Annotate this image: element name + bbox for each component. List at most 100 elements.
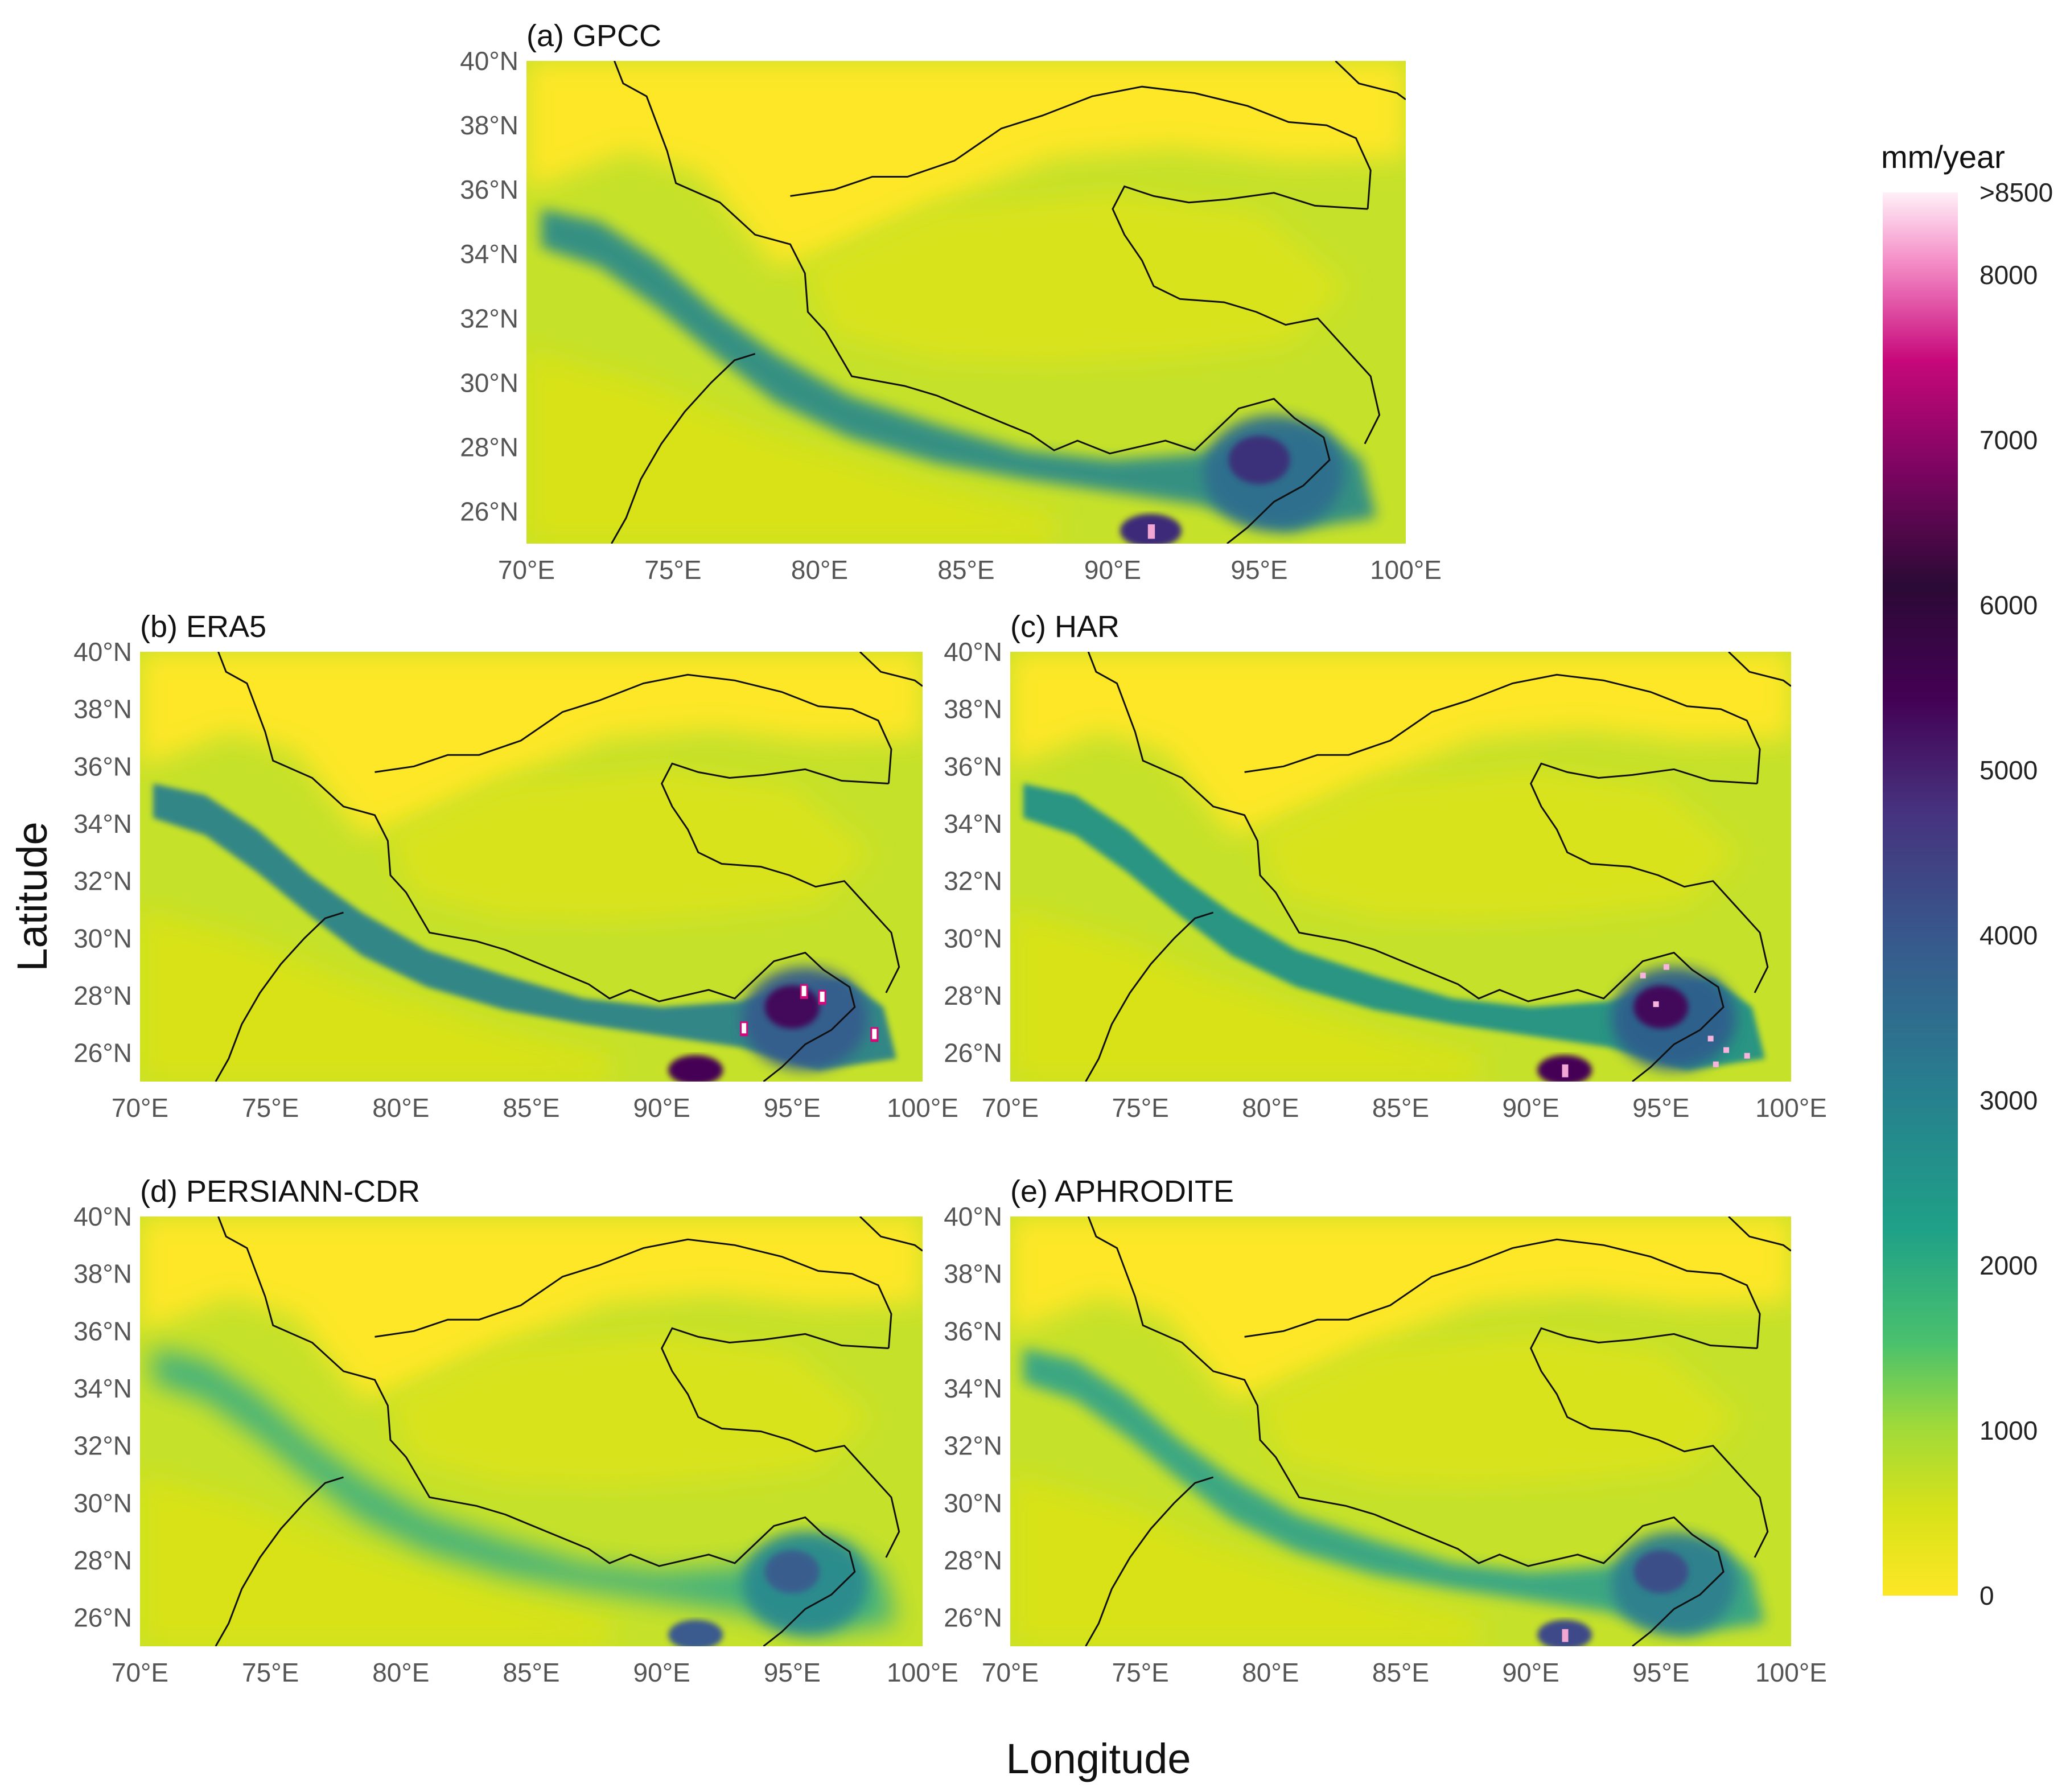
boundary-line [790,85,1372,209]
boundary-line [1335,61,1406,101]
legend-tick-label: 0 [1979,1581,1994,1610]
lat-tick-label: 30°N [73,923,132,953]
lon-tick-label: 100°E [1370,555,1442,585]
lon-tick-label: 95°E [764,1093,821,1123]
boundary-line [1728,1216,1791,1252]
lat-tick-label: 32°N [944,866,1002,896]
lat-tick-label: 32°N [944,1431,1002,1461]
precip-field-b [140,652,923,1082]
wet-spot-core-b-0 [742,1023,747,1034]
boundary-line [1087,1216,1725,1646]
lon-tick-label: 95°E [1632,1093,1689,1123]
precip-field-d [140,1216,923,1646]
lat-tick-label: 36°N [73,751,132,781]
lon-tick-label: 75°E [1112,1658,1169,1687]
lon-tick-label: 90°E [1503,1658,1559,1687]
wet-spot-c-5 [1713,1061,1719,1067]
panel-title-b: (b) ERA5 [140,610,266,644]
lat-tick-label: 26°N [460,496,518,526]
lon-tick-label: 75°E [242,1093,299,1123]
wet-spot-c-1 [1663,964,1669,970]
lat-tick-label: 40°N [944,1202,1002,1231]
boundary-line [1112,185,1381,445]
boundary-line [661,762,900,993]
lat-tick-label: 38°N [73,1259,132,1289]
wet-spot-core-b-1 [801,985,806,996]
lat-tick-label: 32°N [73,866,132,896]
boundary-line [215,911,344,1082]
lat-tick-label: 26°N [73,1038,132,1068]
panel-title-a: (a) GPCC [526,19,661,53]
wet-spot-c-6 [1744,1053,1750,1059]
lon-tick-label: 85°E [1372,1093,1429,1123]
legend-tick-label: 8000 [1979,260,2038,290]
boundary-line [859,1216,923,1252]
lon-tick-label: 75°E [242,1658,299,1687]
x-axis-title: Longitude [1006,1735,1191,1782]
lon-tick-label: 100°E [887,1093,958,1123]
boundary-line [661,1327,900,1558]
lon-tick-label: 85°E [503,1093,559,1123]
lat-tick-label: 28°N [73,1546,132,1575]
legend-tick-label: 5000 [1979,755,2038,785]
boundary-line [1244,673,1761,784]
boundary-line [614,61,1331,544]
lon-tick-label: 90°E [1503,1093,1559,1123]
map-panel-a: (a) GPCC 70°E 75°E 80°E 85°E 90°E 95°E 100°E 40°… [460,19,1442,585]
lat-tick-label: 28°N [460,432,518,462]
precip-field-c [1010,652,1791,1082]
wet-spot-core-b-3 [872,1029,877,1039]
lon-tick-label: 80°E [791,555,848,585]
lon-tick-label: 80°E [372,1093,429,1123]
lat-tick-label: 26°N [944,1038,1002,1068]
boundary-line [1530,1327,1769,1558]
lat-tick-label: 34°N [73,809,132,839]
lat-tick-label: 34°N [944,1374,1002,1403]
legend-tick-label: 1000 [1979,1416,2038,1445]
wet-spot-core-b-2 [820,991,825,1002]
map-panel-b: (b) ERA5 70°E 75°E 80°E 85°E 90°E 95°E 100°E 40°… [73,610,958,1123]
legend-colorbar [1883,192,1958,1596]
boundary-line [217,652,856,1082]
lon-tick-label: 95°E [1632,1658,1689,1687]
legend-tick-label: 4000 [1979,920,2038,950]
boundary-line [1530,762,1769,993]
legend-tick-label: 2000 [1979,1251,2038,1280]
map-panels: (a) GPCC 70°E 75°E 80°E 85°E 90°E 95°E 100°E 40°… [73,19,1827,1687]
legend-title: mm/year [1881,139,2005,175]
lon-tick-label: 85°E [503,1658,559,1687]
lat-tick-label: 34°N [460,239,518,269]
lon-tick-label: 75°E [644,555,701,585]
lon-tick-label: 85°E [1372,1658,1429,1687]
lon-tick-label: 80°E [1242,1658,1299,1687]
lat-tick-label: 36°N [944,751,1002,781]
lat-tick-label: 40°N [73,1202,132,1231]
wet-spot-c-0 [1640,972,1646,979]
lon-tick-label: 90°E [1084,555,1141,585]
lat-tick-label: 32°N [460,303,518,333]
lat-tick-label: 30°N [944,923,1002,953]
lon-tick-label: 70°E [498,555,555,585]
precip-field-e [1010,1216,1791,1646]
lat-tick-label: 38°N [73,694,132,724]
y-axis-title: Latitude [9,821,56,971]
boundary-line [217,1216,856,1646]
boundary-line [1244,1238,1761,1349]
map-panel-d: (d) PERSIANN-CDR 70°E 75°E 80°E 85°E 90°E 95°E… [73,1174,958,1687]
lat-tick-label: 40°N [460,46,518,76]
lon-tick-label: 90°E [633,1093,690,1123]
lat-tick-label: 28°N [73,981,132,1010]
lon-tick-label: 70°E [112,1658,168,1687]
wet-spot-c-3 [1707,1035,1714,1042]
boundary-line [1087,652,1725,1082]
lon-tick-label: 70°E [982,1658,1039,1687]
lon-tick-label: 100°E [1755,1093,1827,1123]
legend-tick-label: 6000 [1979,590,2038,620]
boundary-line [1085,911,1214,1082]
boundary-line [1085,1476,1214,1646]
lon-tick-label: 95°E [764,1658,821,1687]
peak-marker-a [1147,524,1155,539]
lat-tick-label: 38°N [944,1259,1002,1289]
panel-title-c: (c) HAR [1010,610,1120,644]
